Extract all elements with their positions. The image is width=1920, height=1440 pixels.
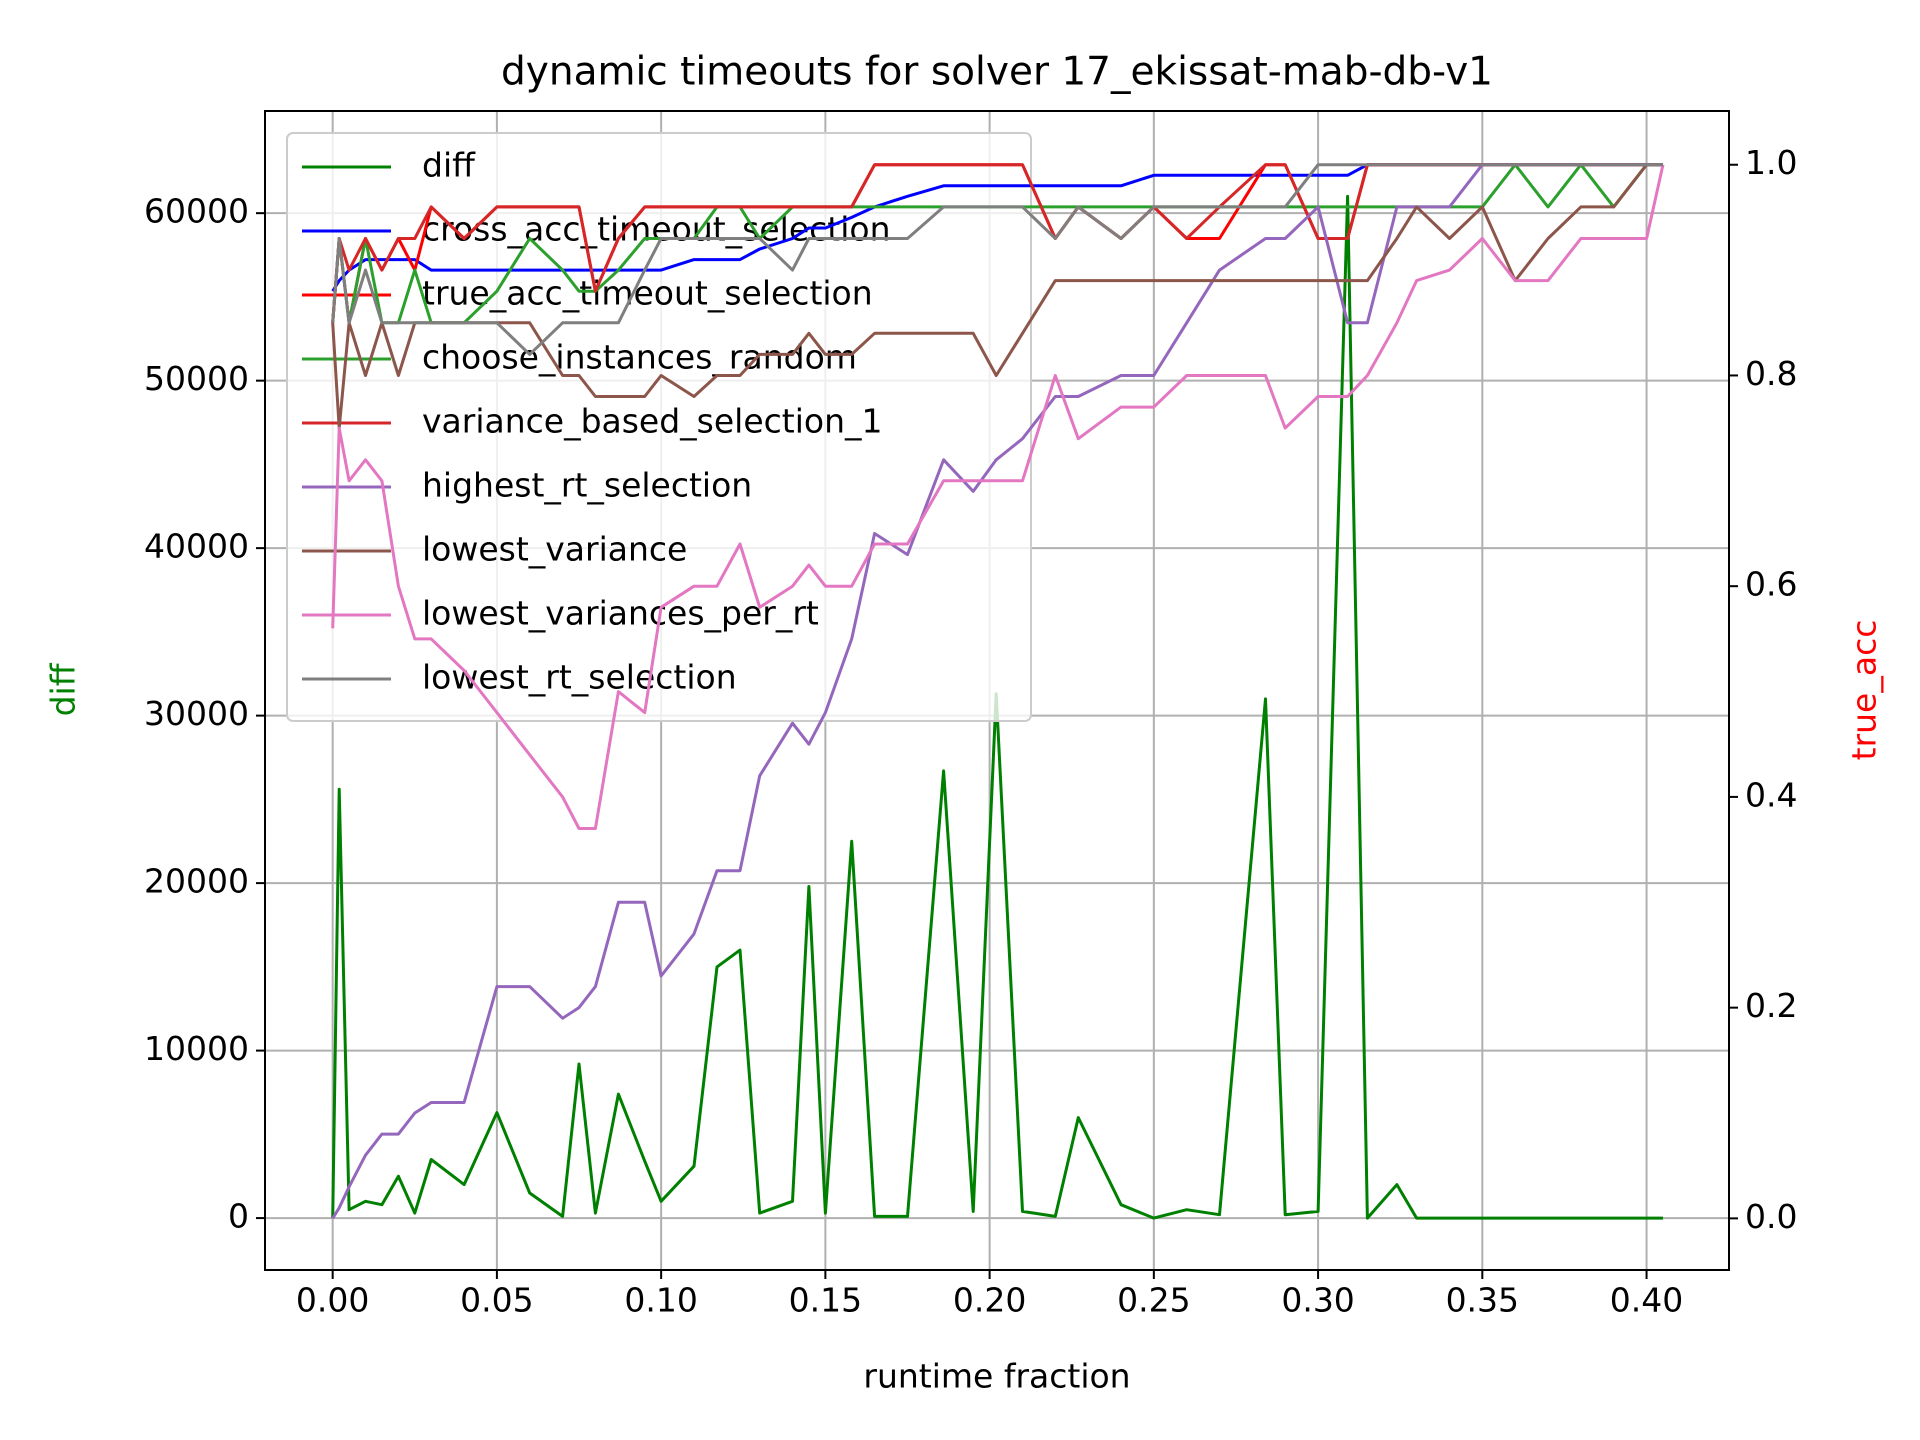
series-line: [331, 164, 1665, 830]
y2-tick-label: 0.8: [1745, 354, 1797, 393]
y-axis-label: diff: [44, 662, 83, 716]
y-tick-label: 30000: [144, 694, 249, 733]
legend-label: lowest_rt_selection: [422, 658, 737, 697]
y2-tick-label: 0.4: [1745, 775, 1797, 814]
legend-label: true_acc_timeout_selection: [422, 274, 873, 313]
legend-label: lowest_variances_per_rt: [422, 594, 819, 633]
x-tick-label: 0.25: [1117, 1281, 1190, 1320]
x-tick-label: 0.00: [296, 1281, 369, 1320]
x-tick-label: 0.05: [460, 1281, 533, 1320]
plot-frame: [264, 110, 1730, 1271]
x-tick-label: 0.10: [624, 1281, 697, 1320]
y2-tick-label: 0.6: [1745, 565, 1797, 604]
y-tick-label: 50000: [144, 359, 249, 398]
x-axis-label: runtime fraction: [863, 1357, 1130, 1396]
series-line: [331, 194, 1663, 1220]
legend-label: lowest_variance: [422, 530, 687, 569]
x-tick-label: 0.40: [1610, 1281, 1683, 1320]
series-line: [331, 163, 1663, 356]
y-tick-label: 0: [228, 1197, 249, 1236]
x-tick-label: 0.20: [953, 1281, 1026, 1320]
y-tick-label: 20000: [144, 862, 249, 901]
y2-tick-label: 0.0: [1745, 1197, 1797, 1236]
x-tick-label: 0.30: [1281, 1281, 1354, 1320]
y2-tick-label: 1.0: [1745, 143, 1797, 182]
legend-label: diff: [422, 146, 476, 185]
x-tick-label: 0.35: [1446, 1281, 1519, 1320]
x-tick-label: 0.15: [789, 1281, 862, 1320]
legend-label: variance_based_selection_1: [422, 402, 883, 441]
y2-axis-label: true_acc: [1845, 620, 1884, 761]
legend-label: highest_rt_selection: [422, 466, 752, 505]
chart-title: dynamic timeouts for solver 17_ekissat-m…: [501, 50, 1493, 95]
y-tick-label: 60000: [144, 192, 249, 231]
y-tick-label: 10000: [144, 1029, 249, 1068]
y-tick-label: 40000: [144, 527, 249, 566]
y2-tick-label: 0.2: [1745, 986, 1797, 1025]
legend-label: choose_instances_random: [422, 338, 857, 377]
